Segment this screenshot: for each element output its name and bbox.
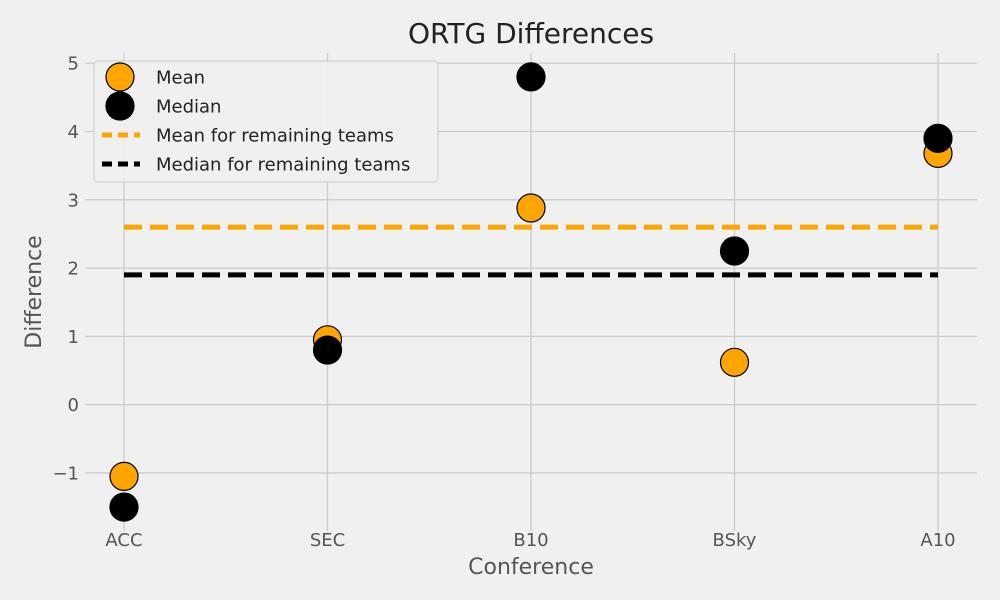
y-axis-label: Difference bbox=[22, 235, 47, 348]
data-point bbox=[923, 123, 953, 153]
y-tick-label: 2 bbox=[68, 259, 79, 280]
y-tick-label: 0 bbox=[68, 395, 79, 416]
y-tick-label: 4 bbox=[68, 122, 79, 143]
y-tick-label: 5 bbox=[68, 54, 79, 75]
reference-lines bbox=[124, 224, 938, 278]
legend-marker bbox=[105, 91, 135, 121]
x-tick-label: BSky bbox=[713, 530, 757, 551]
y-tick-label: −1 bbox=[52, 463, 79, 484]
x-tick-label: B10 bbox=[513, 530, 548, 551]
data-point bbox=[516, 193, 546, 223]
chart-title: ORTG Differences bbox=[408, 17, 654, 50]
data-point bbox=[109, 461, 139, 491]
data-point bbox=[109, 492, 139, 522]
legend-marker bbox=[105, 62, 135, 92]
x-axis-label: Conference bbox=[468, 555, 594, 580]
data-point bbox=[312, 335, 343, 365]
legend-label: Mean for remaining teams bbox=[156, 126, 394, 147]
x-tick-label: SEC bbox=[310, 530, 345, 551]
legend-label: Median bbox=[156, 97, 221, 118]
x-tick-label: A10 bbox=[920, 530, 955, 551]
data-point bbox=[719, 347, 750, 377]
data-point bbox=[719, 236, 750, 266]
legend-box bbox=[93, 60, 439, 183]
legend-label: Mean bbox=[156, 68, 205, 89]
y-tick-label: 1 bbox=[68, 327, 79, 348]
legend-label: Median for remaining teams bbox=[156, 155, 410, 176]
y-tick-label: 3 bbox=[68, 190, 79, 211]
data-point bbox=[516, 62, 546, 92]
axes: −1 0 1 2 3 4 5 ACC SEC B10 BSky A10 bbox=[52, 54, 955, 551]
legend: Mean Median Mean for remaining teams Median… bbox=[93, 60, 439, 183]
x-tick-label: ACC bbox=[105, 530, 142, 551]
data-points bbox=[109, 62, 953, 522]
